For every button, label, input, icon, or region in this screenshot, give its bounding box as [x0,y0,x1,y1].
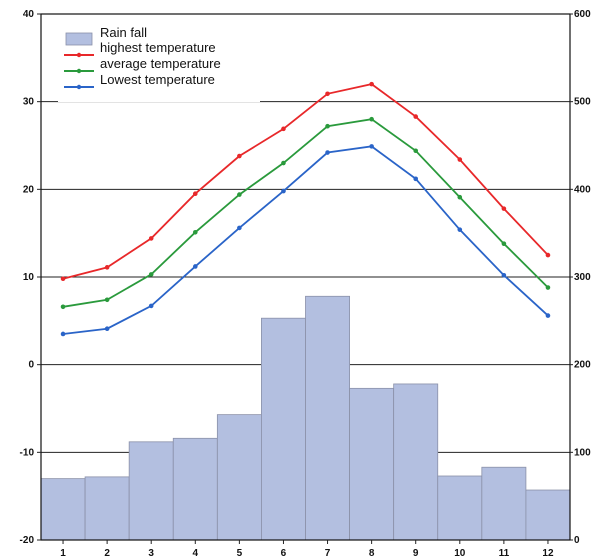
y-left-tick-label: 0 [28,360,34,371]
y-right-tick-label: 200 [574,360,591,371]
x-tick-label: 6 [281,548,287,559]
line-layer [60,81,551,337]
highest-temperature-point [457,157,463,162]
lowest-temperature-point [60,331,66,337]
lowest-temperature-point [104,326,110,332]
average-temperature-point [60,304,66,310]
highest-temperature-point [369,81,374,87]
legend-swatch-rainfall [65,32,93,46]
y-left-tick-label: 30 [23,97,35,108]
average-temperature-point [104,297,110,303]
legend-label-rainfall: Rain fall [100,25,147,40]
average-temperature-line [62,118,549,308]
highest-temperature-point [192,191,198,197]
lowest-temperature-point [192,264,198,269]
x-tick-label: 1 [60,548,66,559]
rainfall-bar [525,489,571,541]
average-temperature-point [369,116,374,122]
lowest-temperature-point [545,313,551,318]
rainfall-bar [349,387,395,541]
average-temperature-point [457,194,463,200]
y-left-tick-label: -10 [20,447,35,458]
highest-temperature-point [104,265,110,270]
highest-temperature-point [413,114,419,119]
lowest-temperature-point [369,144,374,149]
legend-marker-highest [76,52,82,58]
y-right-tick-label: 300 [574,272,591,283]
lowest-temperature-line [62,145,549,335]
average-temperature-point [501,241,507,246]
lowest-temperature-point [457,227,463,232]
rainfall-bar [437,475,483,541]
highest-temperature-line [62,83,549,280]
x-tick-label: 10 [454,548,466,559]
average-temperature-point [148,272,154,277]
lowest-temperature-point [148,303,154,309]
average-temperature-point [325,123,330,129]
y-left-tick-label: 40 [23,9,35,20]
bar-layer [40,295,571,541]
highest-temperature-point [281,126,286,132]
legend-label-lowest: Lowest temperature [100,72,215,87]
legend: Rain fall highest temperature average te… [58,22,260,102]
highest-temperature-point [545,252,551,258]
y-right-tick-label: 500 [574,97,591,108]
x-tick-label: 4 [193,548,199,559]
x-tick-label: 3 [148,548,154,559]
lowest-temperature-point [281,188,286,194]
x-tick-label: 8 [369,548,375,559]
highest-temperature-point [237,153,242,159]
y-left-tick-label: 10 [23,272,35,283]
highest-temperature-point [148,236,154,241]
y-right-tick-label: 100 [574,447,591,458]
highest-temperature-point [501,206,507,211]
average-temperature-point [237,192,242,197]
legend-marker-lowest [76,84,82,90]
rainfall-bar [305,295,350,541]
rainfall-bar [84,476,130,541]
lowest-temperature-point [413,176,419,182]
rainfall-bar [261,317,306,541]
average-temperature-point [192,229,198,235]
y-right-tick-label: 600 [574,9,591,20]
y-left-tick-label: -20 [20,535,35,546]
average-temperature-point [545,285,551,290]
rainfall-bar [128,441,174,541]
legend-label-average: average temperature [100,56,221,71]
highest-temperature-point [60,276,66,282]
rainfall-bar [40,478,86,541]
lowest-temperature-point [237,225,242,231]
y-right-tick-label: 0 [574,535,580,546]
legend-marker-average [76,68,82,74]
y-right-tick-label: 400 [574,184,591,195]
average-temperature-point [413,148,419,154]
rainfall-bar [481,466,527,541]
y-left-tick-label: 20 [23,184,35,195]
x-tick-label: 7 [325,548,331,559]
x-tick-label: 11 [499,548,510,559]
lowest-temperature-point [501,272,507,278]
rainfall-bar [172,437,218,541]
rainfall-bar [216,414,262,541]
x-tick-label: 12 [542,548,554,559]
x-tick-label: 9 [413,548,419,559]
x-tick-label: 2 [104,548,110,559]
x-tick-label: 5 [237,548,243,559]
highest-temperature-point [325,91,330,97]
rainfall-bar [393,383,439,541]
legend-label-highest: highest temperature [100,40,216,55]
average-temperature-point [281,160,286,166]
lowest-temperature-point [325,150,330,155]
